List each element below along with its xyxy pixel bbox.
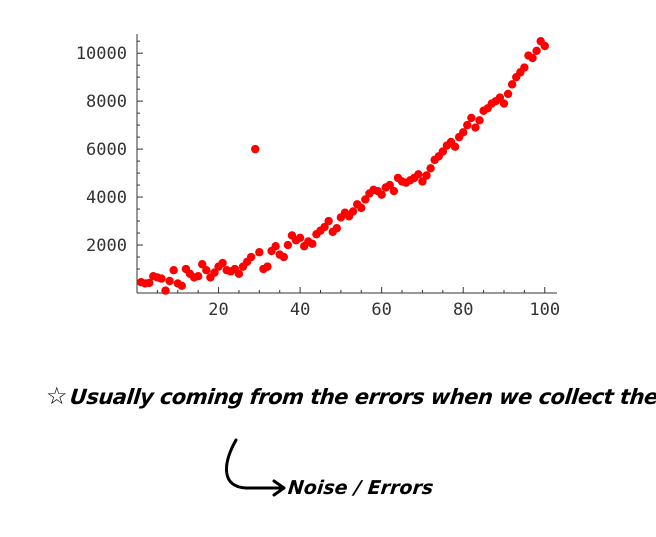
data-point (283, 240, 293, 250)
data-point (255, 248, 264, 257)
data-point (198, 260, 207, 269)
data-point (495, 93, 505, 102)
data-point (210, 268, 219, 277)
y-tick-label: 6000 (86, 140, 127, 160)
data-point (348, 207, 358, 216)
data-point (246, 252, 256, 262)
data-point (532, 46, 541, 55)
data-point (357, 203, 366, 213)
y-tick-label: 10000 (76, 44, 127, 64)
data-point (234, 269, 244, 279)
data-point (251, 144, 260, 154)
data-point (279, 252, 288, 262)
data-point (540, 41, 549, 51)
data-point (332, 224, 342, 233)
x-tick-label: 40 (290, 300, 310, 320)
y-tick-label: 2000 (86, 236, 127, 256)
data-point (202, 266, 211, 275)
data-points (136, 36, 549, 295)
data-point (520, 63, 529, 72)
data-point (295, 233, 305, 243)
data-point (499, 99, 509, 108)
x-tick-label: 80 (453, 300, 473, 320)
x-tick-label: 60 (371, 300, 391, 320)
data-point (507, 80, 517, 89)
data-point (377, 190, 386, 199)
data-point (361, 195, 370, 204)
data-point (157, 274, 166, 283)
data-point (169, 266, 178, 275)
data-point (161, 286, 170, 295)
star-icon: ☆ (46, 384, 68, 410)
data-point (308, 239, 317, 249)
data-point (459, 128, 468, 137)
data-point (218, 258, 227, 268)
x-tick-label: 100 (529, 300, 560, 320)
data-point (471, 123, 480, 132)
data-point (418, 177, 427, 186)
data-point (503, 89, 513, 99)
y-tick-label: 8000 (86, 92, 127, 112)
data-point (385, 180, 395, 190)
data-point (450, 142, 460, 151)
scatter-plot: 20 40 60 80 100 2000 4000 6000 8000 10000 (76, 34, 560, 320)
data-point (165, 276, 174, 286)
data-point (324, 216, 333, 226)
data-point (389, 186, 399, 196)
data-point (145, 278, 154, 288)
x-tick-label: 20 (208, 300, 228, 320)
noise-errors-label: Noise / Errors (286, 477, 435, 499)
data-point (467, 113, 476, 123)
data-point (414, 170, 423, 179)
data-point (271, 242, 280, 251)
data-point (475, 116, 484, 125)
data-point (422, 171, 431, 180)
data-point (177, 281, 187, 291)
data-point (193, 272, 203, 281)
data-point (426, 164, 435, 173)
data-point (320, 222, 329, 232)
data-point (438, 147, 448, 156)
data-point (463, 120, 472, 130)
data-point (528, 53, 537, 63)
data-point (263, 262, 272, 271)
y-tick-label: 4000 (86, 188, 127, 208)
